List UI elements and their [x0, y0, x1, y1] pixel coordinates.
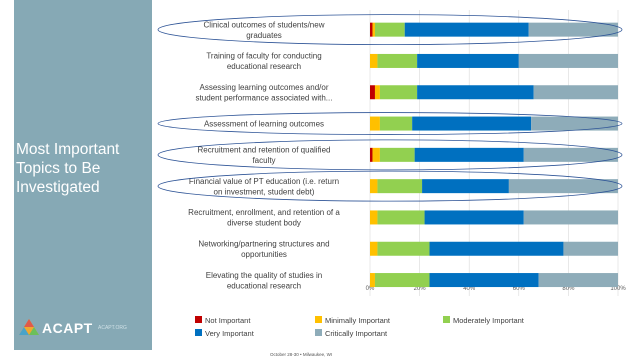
legend-swatch — [315, 329, 322, 336]
slide-title-line-2: Topics to Be — [16, 160, 101, 177]
bar-segment — [370, 241, 378, 256]
acapt-logo: ACAPT ACAPT.ORG — [18, 318, 188, 342]
bar-segment — [424, 210, 524, 225]
category-label: Recruitment, enrollment, and retention o… — [188, 208, 340, 217]
category-label: Clinical outcomes of students/new — [204, 20, 325, 29]
bar-segment — [370, 85, 375, 100]
bar-segment — [372, 147, 380, 162]
legend-swatch — [195, 329, 202, 336]
bar-segment — [374, 273, 430, 288]
sidebar-panel — [14, 0, 152, 350]
legend-label: Minimally Important — [325, 316, 391, 325]
bar-segment — [377, 53, 418, 68]
bar-segment — [379, 116, 413, 131]
category-label: educational research — [227, 281, 301, 290]
legend-label: Not Important — [205, 316, 251, 325]
logo-url: ACAPT.ORG — [98, 325, 127, 331]
legend-swatch — [315, 316, 322, 323]
bar-segment — [370, 22, 373, 37]
category-label: Networking/partnering structures and — [198, 240, 329, 249]
bar-segment — [377, 179, 423, 194]
category-label: Recruitment and retention of qualified — [198, 146, 331, 155]
bar-segment — [374, 85, 380, 100]
bar-segment — [429, 273, 539, 288]
slide-title-line-1: Most Important — [16, 141, 120, 158]
category-label: graduates — [246, 31, 282, 40]
category-label: Training of faculty for conducting — [206, 52, 321, 61]
x-tick-label: 0% — [366, 286, 375, 292]
category-label: opportunities — [241, 250, 287, 259]
bar-segment — [422, 179, 509, 194]
highlight-ellipse — [157, 14, 623, 46]
slide-title-line-3: Investigated — [16, 179, 100, 196]
category-label: Assessing learning outcomes and/or — [200, 83, 329, 92]
bar-segment — [412, 116, 532, 131]
bar-segment — [370, 210, 378, 225]
bar-segment — [429, 241, 564, 256]
highlight-ellipse — [157, 170, 623, 202]
bar-segment — [414, 147, 524, 162]
category-label: Elevating the quality of studies in — [206, 271, 323, 280]
category-label: diverse student body — [227, 219, 301, 228]
legend-swatch — [195, 316, 202, 323]
acapt-triangle-icon — [19, 319, 39, 335]
legend-swatch — [443, 316, 450, 323]
bar-segment — [370, 179, 378, 194]
bar-segment — [370, 273, 375, 288]
bar-segment — [404, 22, 529, 37]
bar-segment — [523, 210, 618, 225]
legend-label: Very Important — [205, 329, 255, 338]
bar-segment — [377, 241, 430, 256]
bar-segment — [518, 53, 618, 68]
logo-text: ACAPT — [42, 320, 93, 336]
bar-segment — [377, 210, 425, 225]
category-label: Assessment of learning outcomes — [204, 120, 324, 129]
category-label: student performance associated with... — [196, 94, 333, 103]
bar-segment — [563, 241, 618, 256]
bar-segment — [508, 179, 618, 194]
category-label: educational research — [227, 62, 301, 71]
category-label: Financial value of PT education (i.e. re… — [189, 177, 339, 186]
bar-segment — [417, 85, 534, 100]
bar-segment — [417, 53, 519, 68]
bar-segment — [528, 22, 618, 37]
bar-segment — [370, 147, 373, 162]
footer-text: October 28-30 • Milwaukee, WI — [270, 352, 333, 357]
x-tick-label: 100% — [610, 286, 626, 292]
bar-segment — [533, 85, 618, 100]
bar-segment — [538, 273, 618, 288]
x-tick-label: 80% — [562, 286, 575, 292]
x-tick-label: 20% — [414, 286, 427, 292]
x-tick-label: 40% — [463, 286, 476, 292]
x-tick-label: 60% — [513, 286, 526, 292]
legend-label: Critically Important — [325, 329, 388, 338]
highlight-ellipse — [157, 139, 623, 171]
highlight-ellipse — [157, 112, 623, 135]
bar-segment — [374, 22, 405, 37]
bar-segment — [372, 22, 375, 37]
bar-segment — [379, 147, 415, 162]
category-label: on investment, student debt) — [214, 187, 315, 196]
bar-segment — [531, 116, 618, 131]
bar-segment — [523, 147, 618, 162]
bar-segment — [370, 116, 380, 131]
bar-segment — [370, 53, 378, 68]
legend-label: Moderately Important — [453, 316, 525, 325]
bar-segment — [379, 85, 418, 100]
category-label: faculty — [252, 156, 275, 165]
slide-title: Most Important Topics to Be Investigated — [16, 140, 176, 197]
